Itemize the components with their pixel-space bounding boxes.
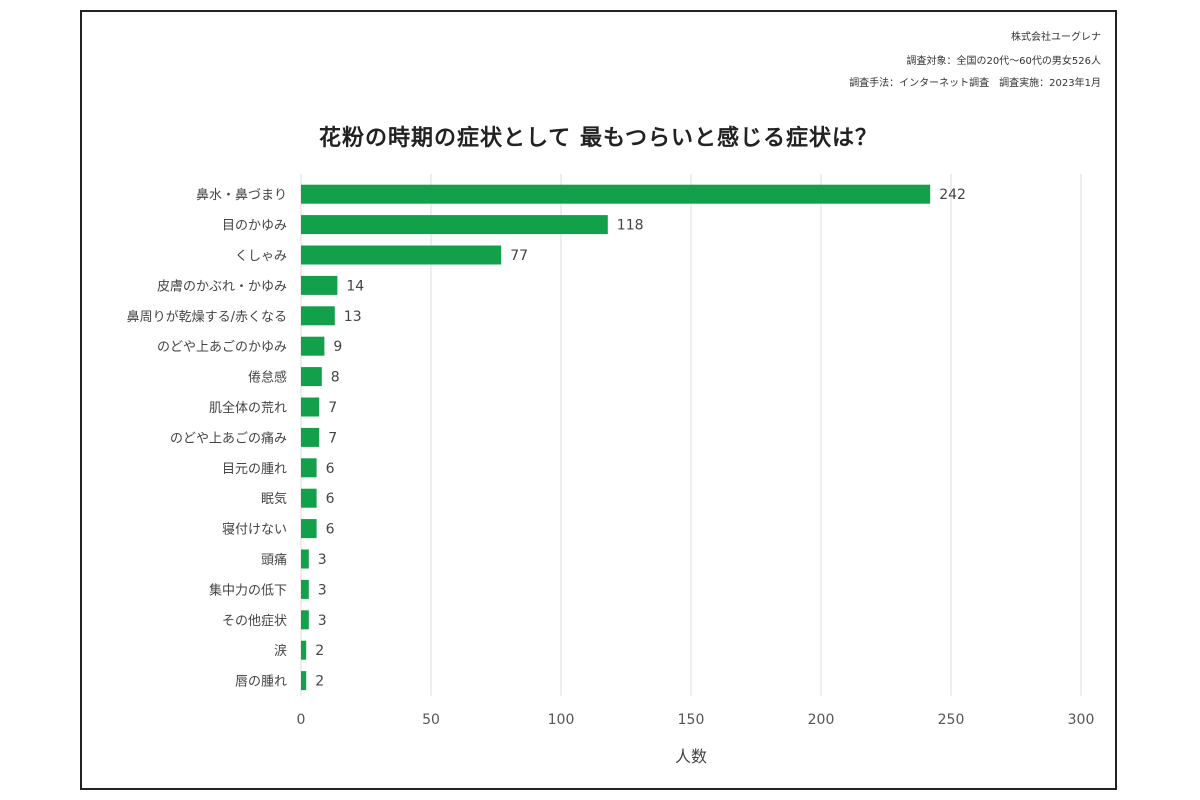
data-label: 242 <box>939 187 966 203</box>
bar <box>301 397 320 417</box>
data-label: 3 <box>318 613 327 629</box>
category-label: 寝付けない <box>222 522 287 538</box>
x-tick-label: 150 <box>678 712 705 728</box>
bar <box>301 549 309 569</box>
chart-frame: 株式会社ユーグレナ 調査対象：全国の20代〜60代の男女526人 調査手法：イン… <box>80 10 1117 790</box>
data-label: 6 <box>326 491 335 507</box>
category-label: 目のかゆみ <box>222 219 287 234</box>
bar <box>301 275 338 295</box>
bar <box>301 458 317 478</box>
bar <box>301 427 320 447</box>
x-tick-label: 50 <box>422 712 440 728</box>
survey-method: 調査手法：インターネット調査 調査実施：2023年1月 <box>849 78 1101 89</box>
bar <box>301 306 335 326</box>
category-label: のどや上あごの痛み <box>170 430 287 446</box>
category-labels: 鼻水・鼻づまり目のかゆみくしゃみ皮膚のかぶれ・かゆみ鼻周りが乾燥する/赤くなるの… <box>127 187 287 689</box>
data-label: 2 <box>315 674 324 690</box>
data-label: 6 <box>326 461 335 477</box>
bar <box>301 245 502 265</box>
category-label: 頭痛 <box>261 552 287 568</box>
data-label: 3 <box>318 582 327 598</box>
bar <box>301 579 309 599</box>
data-label: 77 <box>510 248 528 264</box>
x-tick-label: 200 <box>808 712 835 728</box>
bar <box>301 610 309 630</box>
bar <box>301 336 325 356</box>
data-label: 8 <box>331 370 340 386</box>
category-label: くしゃみ <box>235 249 287 264</box>
data-label: 2 <box>315 643 324 659</box>
bar <box>301 367 322 387</box>
data-label: 7 <box>328 430 337 446</box>
data-label: 9 <box>333 339 342 355</box>
bar <box>301 184 931 204</box>
x-tick-labels: 0 50 100 150 200 250 300 <box>297 712 1095 728</box>
bar <box>301 215 608 235</box>
data-label: 3 <box>318 552 327 568</box>
category-label: 皮膚のかぶれ・かゆみ <box>157 278 287 294</box>
bar <box>301 640 307 660</box>
category-label: 唇の腫れ <box>235 674 287 690</box>
chart-title: 花粉の時期の症状として 最もつらいと感じる症状は？ <box>318 126 879 151</box>
category-label: のどや上あごのかゆみ <box>157 339 287 355</box>
bar-chart: 鼻水・鼻づまり目のかゆみくしゃみ皮膚のかぶれ・かゆみ鼻周りが乾燥する/赤くなるの… <box>127 174 1095 766</box>
x-axis-label: 人数 <box>675 747 707 766</box>
survey-target: 調査対象：全国の20代〜60代の男女526人 <box>906 56 1101 67</box>
category-label: 倦怠感 <box>248 370 287 386</box>
category-label: その他症状 <box>222 614 287 629</box>
category-label: 眠気 <box>261 491 287 507</box>
x-tick-label: 250 <box>938 712 965 728</box>
data-label: 14 <box>346 278 364 294</box>
data-label: 118 <box>617 218 644 234</box>
category-label: 鼻水・鼻づまり <box>196 187 287 203</box>
category-label: 鼻周りが乾燥する/赤くなる <box>127 309 287 325</box>
category-label: 肌全体の荒れ <box>209 400 287 416</box>
bars <box>301 184 931 691</box>
category-label: 涙 <box>274 643 287 659</box>
x-tick-label: 300 <box>1068 712 1095 728</box>
data-label: 7 <box>328 400 337 416</box>
bar <box>301 488 317 508</box>
data-label: 13 <box>344 309 362 325</box>
data-label: 6 <box>326 522 335 538</box>
x-tick-label: 0 <box>297 712 306 728</box>
category-label: 集中力の低下 <box>209 582 287 598</box>
company-name: 株式会社ユーグレナ <box>1011 32 1101 43</box>
bar <box>301 671 307 691</box>
x-tick-label: 100 <box>548 712 575 728</box>
category-label: 目元の腫れ <box>222 461 287 477</box>
bar <box>301 519 317 539</box>
